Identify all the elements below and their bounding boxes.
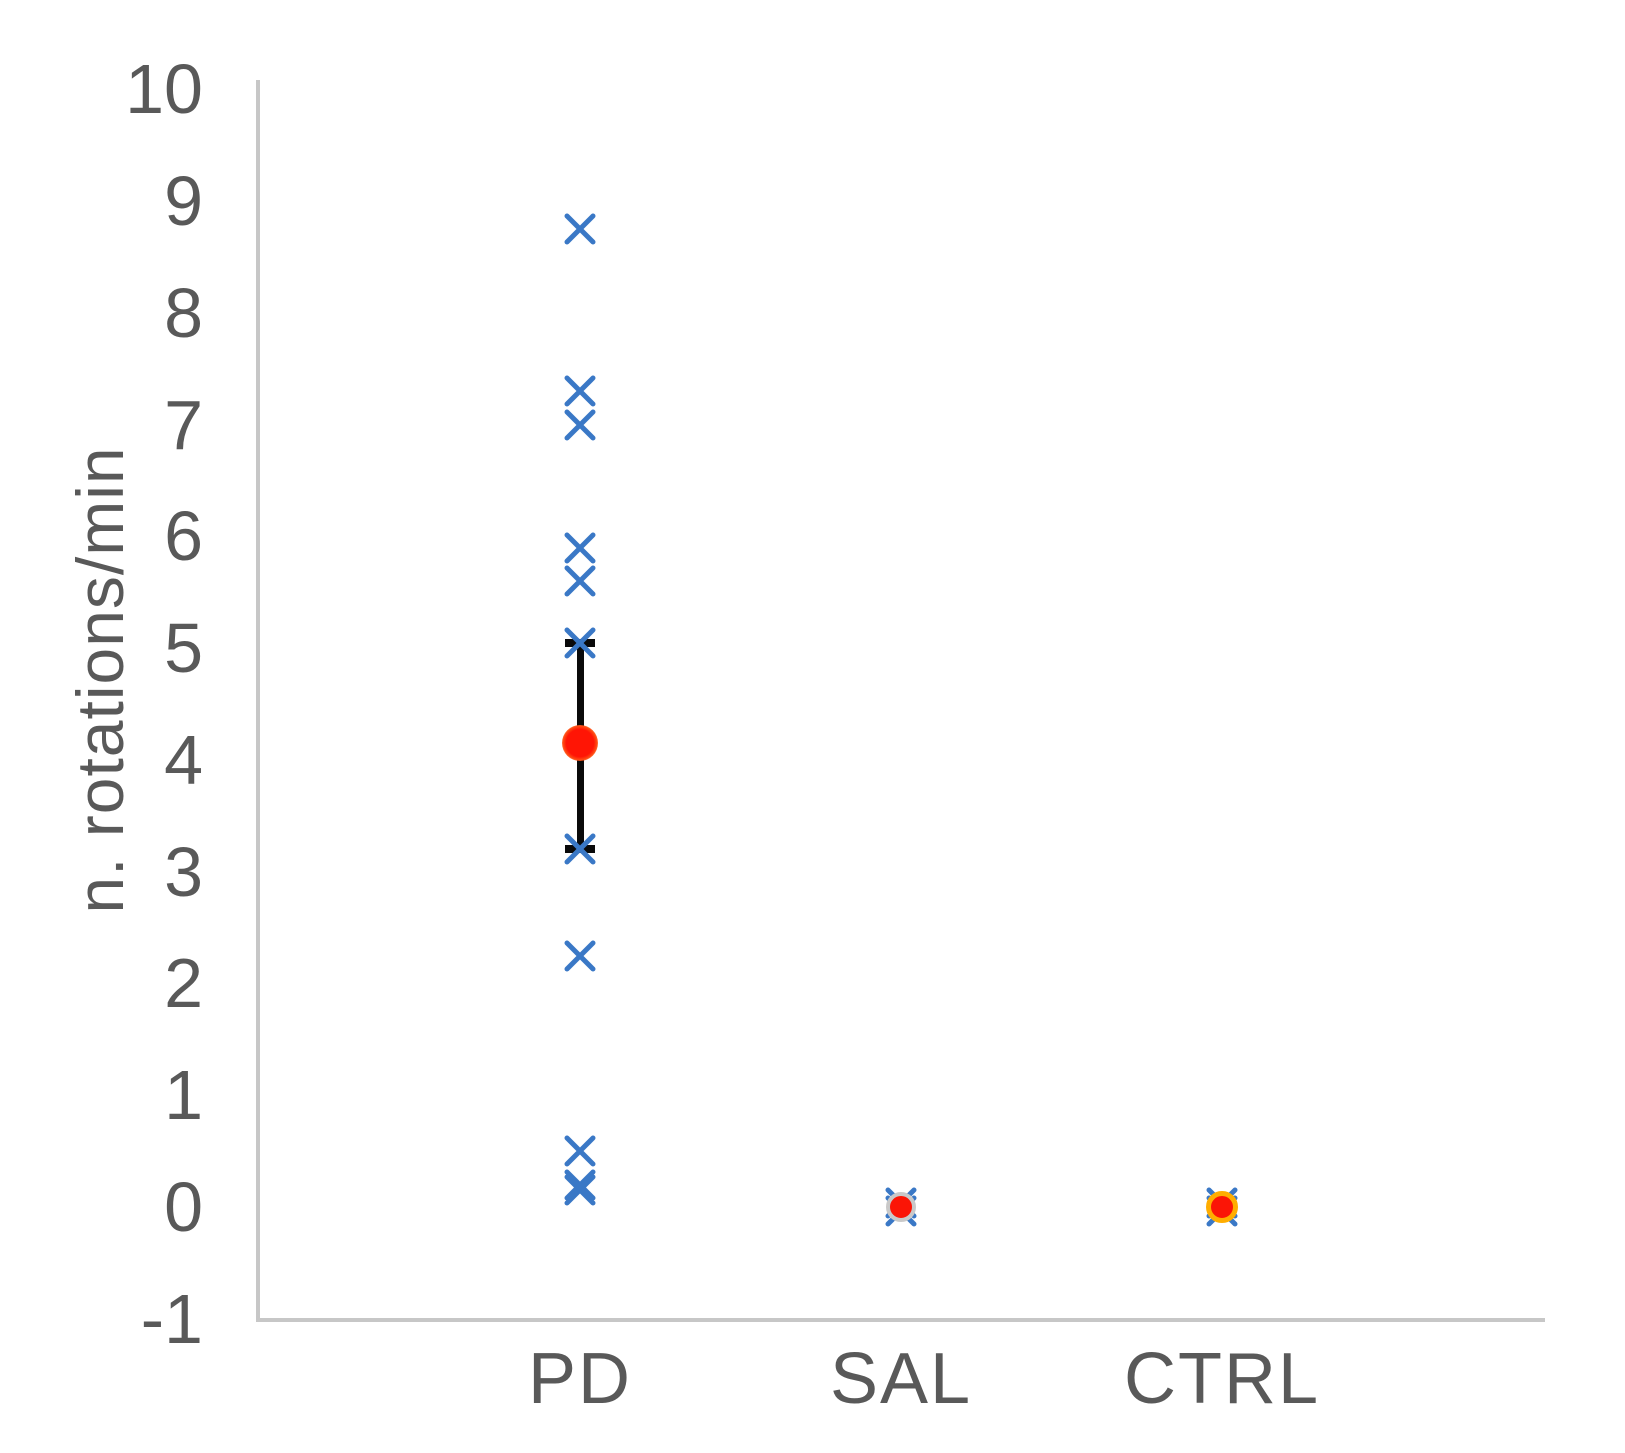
y-tick-label: 4	[164, 720, 203, 799]
x-point-marker	[564, 627, 596, 659]
x-point-marker	[564, 532, 596, 564]
x-point-marker	[564, 833, 596, 865]
mean-dot	[886, 1192, 916, 1222]
x-category-label: SAL	[829, 1339, 973, 1419]
y-tick-label: -1	[140, 1279, 203, 1358]
x-point-marker	[564, 1174, 596, 1206]
x-axis-line	[256, 1318, 1545, 1322]
mean-dot	[562, 725, 598, 762]
y-tick-label: 7	[164, 385, 203, 464]
y-tick-label: 9	[164, 162, 203, 241]
y-axis-line	[256, 80, 260, 1322]
y-tick-label: 1	[164, 1056, 203, 1135]
y-tick-label: 3	[164, 832, 203, 911]
y-tick-label: 5	[164, 609, 203, 688]
x-point-marker	[564, 565, 596, 597]
x-point-marker	[564, 940, 596, 972]
x-category-label: PD	[527, 1339, 633, 1419]
x-point-marker	[564, 375, 596, 407]
y-tick-label: 6	[164, 497, 203, 576]
x-category-label: CTRL	[1123, 1339, 1320, 1419]
mean-dot	[1206, 1191, 1238, 1223]
x-point-marker	[564, 409, 596, 441]
x-point-marker	[564, 1135, 596, 1167]
y-tick-label: 0	[164, 1168, 203, 1246]
y-tick-label: 8	[164, 273, 203, 352]
x-point-marker	[564, 1169, 596, 1201]
y-tick-label: 10	[125, 50, 203, 129]
x-point-marker	[564, 213, 596, 245]
y-tick-label: 2	[164, 944, 203, 1023]
